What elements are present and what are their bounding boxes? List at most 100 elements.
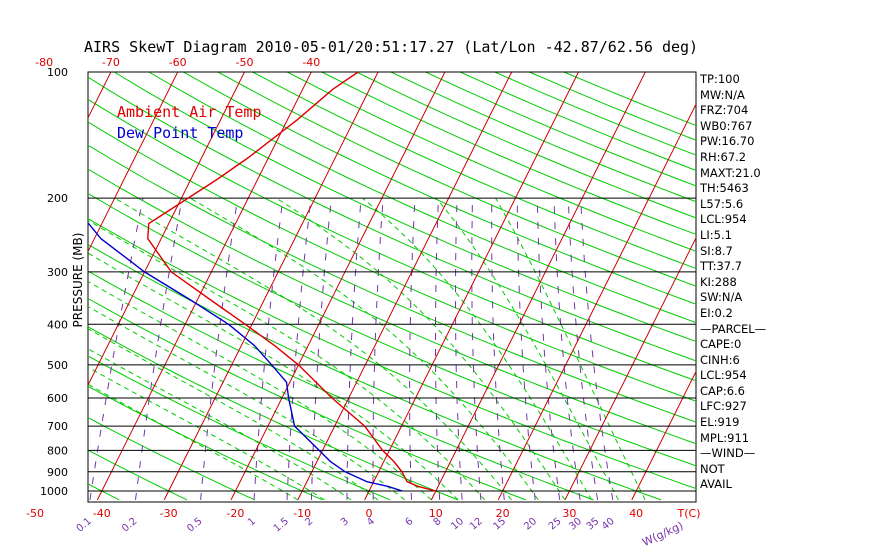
moist-adiabat — [88, 328, 379, 501]
dry-adiabat — [88, 449, 188, 501]
dry-adiabat — [217, 72, 696, 287]
stat-item: LI:5.1 — [700, 227, 732, 242]
isotherm — [364, 72, 579, 501]
moist-adiabat — [189, 197, 539, 501]
mixing-ratio-lines — [89, 198, 614, 500]
stat-item: CAP:6.6 — [700, 383, 745, 398]
dry-adiabat — [88, 218, 696, 490]
stat-item: L57:5.6 — [700, 196, 744, 211]
stat-item: NOT — [700, 461, 725, 476]
top-temp-tick-label: -50 — [236, 56, 254, 69]
pressure-tick-label: 700 — [47, 420, 68, 433]
dry-adiabat — [88, 297, 526, 501]
isotherm — [0, 72, 44, 500]
mixing-ratio-tick-label: 40 — [600, 516, 617, 533]
stat-item: WB0:767 — [700, 118, 753, 133]
pressure-tick-label: 900 — [47, 466, 68, 479]
pressure-tick-label: 200 — [47, 192, 68, 205]
mixing-ratio-tick-label: 25 — [547, 516, 564, 533]
moist-adiabat — [88, 280, 432, 501]
mixing-ratio-tick-label: 0.5 — [185, 516, 204, 535]
temp-axis-label: T(C) — [677, 507, 701, 520]
stat-item: LFC:927 — [700, 399, 747, 414]
axis-labels: 1002003004005006007008009001000PRESSURE … — [26, 56, 701, 549]
stat-item: CINH:6 — [700, 352, 740, 367]
mixing-ratio-tick-label: 12 — [468, 516, 485, 533]
dry-adiabat — [0, 72, 52, 500]
mixing-ratio-tick-label: 10 — [449, 516, 466, 533]
dry-adiabat — [148, 72, 696, 324]
pressure-tick-label: 400 — [47, 318, 68, 331]
dry-adiabat — [88, 144, 696, 423]
temp-tick-label: 10 — [429, 507, 443, 520]
temp-tick-label: -10 — [293, 507, 311, 520]
stat-item: MW:N/A — [700, 87, 745, 102]
isotherm — [230, 72, 446, 501]
dry-adiabat — [252, 72, 696, 270]
stat-item: CAPE:0 — [700, 337, 742, 352]
y-axis-label: PRESSURE (MB) — [71, 233, 85, 328]
mixing-ratio-tick-label: 3 — [339, 516, 351, 529]
mixing-ratio-line — [553, 198, 581, 500]
dry-adiabat — [88, 326, 459, 501]
mixing-ratio-tick-label: 2 — [303, 516, 315, 529]
dry-adiabat — [113, 72, 696, 343]
legend-ambient-air-temp: Ambient Air Temp — [117, 103, 262, 121]
sounding-series — [88, 72, 436, 492]
legend-dew-point-temp: Dew Point Temp — [117, 124, 243, 142]
dry-adiabat — [88, 98, 696, 382]
isotherm — [88, 72, 245, 387]
stat-item: MPL:911 — [700, 430, 750, 445]
temp-tick-label: -30 — [160, 507, 178, 520]
top-temp-tick-label: -70 — [102, 56, 120, 69]
stat-item: LCL:954 — [700, 368, 747, 383]
pressure-tick-label: 600 — [47, 392, 68, 405]
temp-tick-label: -50 — [26, 507, 44, 520]
moist-adiabat — [435, 197, 619, 501]
mixing-ratio-line — [372, 198, 384, 500]
pressure-tick-label: 1000 — [40, 485, 68, 498]
dry-adiabat — [183, 72, 696, 305]
temp-tick-label: 40 — [629, 507, 643, 520]
temp-tick-label: 0 — [366, 507, 373, 520]
stat-item: —PARCEL— — [700, 321, 767, 336]
top-temp-tick-label: -60 — [169, 56, 187, 69]
isotherm — [297, 72, 513, 501]
mixing-ratio-tick-label: 1 — [246, 516, 258, 529]
isotherm — [88, 72, 179, 253]
dry-adiabat — [88, 121, 696, 402]
chart-title: AIRS SkewT Diagram 2010-05-01/20:51:17.2… — [84, 38, 698, 56]
mixing-ratio-line — [435, 198, 441, 500]
stat-item: —WIND— — [700, 446, 756, 461]
temp-tick-label: -20 — [226, 507, 244, 520]
isotherm — [497, 103, 696, 501]
moist-adiabat — [88, 219, 486, 501]
stat-item: EI:0.2 — [700, 305, 733, 320]
pressure-tick-label: 500 — [47, 359, 68, 372]
mixing-ratio-line — [310, 198, 332, 500]
stat-item: TP:100 — [700, 72, 740, 86]
dry-adiabat — [88, 483, 120, 501]
moist-adiabat — [362, 197, 593, 501]
stat-item: SI:8.7 — [700, 243, 733, 258]
pressure-tick-label: 300 — [47, 266, 68, 279]
mixing-ratio-tick-label: 8 — [432, 516, 444, 529]
isotherm — [430, 72, 646, 501]
dry-adiabat — [88, 417, 255, 501]
mixing-ratio-line — [286, 198, 312, 500]
stats-panel: TP:100 MW:N/A FRZ:704 WB0:767 PW:16.70 RH:67.… — [700, 72, 865, 493]
moist-adiabat — [88, 348, 352, 501]
legend: Ambient Air Temp Dew Point Temp — [117, 103, 262, 142]
temp-tick-label: -40 — [93, 507, 111, 520]
moist-adiabat — [88, 252, 459, 501]
mixing-ratio-line — [89, 198, 144, 500]
dry-adiabat — [286, 72, 696, 252]
temp-tick-label: 20 — [496, 507, 510, 520]
dry-adiabat — [88, 385, 323, 501]
series-line — [88, 222, 403, 492]
mixing-ratio-line — [200, 198, 239, 500]
moist-adiabat — [495, 197, 646, 501]
top-temp-tick-label: -40 — [302, 56, 320, 69]
moist-adiabat — [275, 197, 566, 501]
